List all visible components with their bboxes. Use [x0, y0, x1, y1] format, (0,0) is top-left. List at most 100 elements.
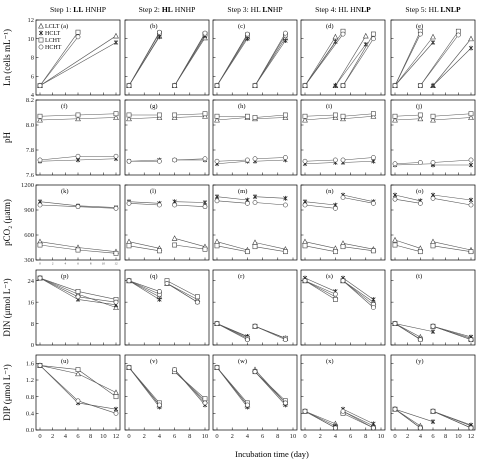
square-point [37, 113, 43, 119]
x-tick-label: 0 [393, 433, 396, 440]
series-line [394, 118, 421, 121]
panel-h: (h) [212, 99, 298, 176]
circle-point [157, 158, 162, 164]
panel-w: 0 2 4 6 8 10 (w) [212, 354, 298, 440]
square-point [468, 111, 474, 117]
star-point [371, 421, 376, 427]
series-line [174, 32, 206, 86]
series-star [214, 321, 250, 339]
series-circle [172, 156, 208, 163]
circle-point [126, 365, 132, 370]
series-circle [302, 408, 338, 431]
x-tick-label: 8 [89, 433, 92, 440]
circle-point [283, 155, 288, 160]
square-point [202, 246, 208, 252]
square-point [75, 289, 81, 294]
row-label-1: Ln (cells mL⁻¹) [2, 29, 12, 86]
square-point [195, 294, 200, 300]
panel-letter: (d) [326, 23, 334, 30]
series-line [216, 117, 248, 121]
series-line [304, 36, 336, 86]
circle-point [392, 406, 398, 412]
circle-point [214, 158, 220, 164]
panel-frame [300, 354, 386, 431]
series-line [342, 38, 374, 86]
series-circle [340, 408, 376, 431]
series-line [432, 159, 472, 163]
series-line [39, 42, 117, 86]
circle-point [195, 299, 200, 305]
triangle-point [126, 238, 132, 245]
panel-u: 0.0 0.4 0.8 1.2 1.6 0 2 4 6 8 10 12 (u) [26, 354, 121, 440]
square-point [283, 112, 288, 118]
star-point [202, 200, 208, 205]
series-line [304, 117, 336, 121]
circle-point [302, 158, 308, 164]
series-line [432, 325, 472, 338]
circle-point [417, 83, 423, 89]
panel-frame [212, 99, 298, 176]
circle-point [468, 202, 474, 208]
triangle-point [362, 32, 369, 39]
series-line [39, 35, 117, 86]
y-tick-label: 0.0 [26, 427, 34, 434]
triangle-point [417, 115, 424, 122]
series-line [394, 198, 421, 204]
series-circle [37, 275, 119, 305]
circle-point [430, 323, 436, 329]
square-point [113, 111, 119, 117]
series-line [216, 38, 248, 86]
y-tick-label: 4 [31, 92, 35, 99]
x-tick-label-small: 0 [39, 262, 41, 266]
square-point [417, 112, 423, 118]
series-line [128, 117, 160, 120]
square-point [75, 367, 81, 372]
series-line [216, 159, 248, 162]
panel-frame [390, 354, 476, 431]
circle-point [157, 29, 162, 35]
y-tick-label: 8 [31, 321, 34, 328]
circle-point [75, 153, 81, 159]
circle-point [392, 196, 398, 202]
series-line [394, 42, 434, 86]
series-triangle [214, 33, 251, 88]
circle-point [202, 30, 208, 36]
series-circle [164, 281, 200, 305]
series-circle [172, 30, 208, 89]
series-line [216, 160, 248, 165]
series-line [39, 36, 79, 86]
y-tick-label: 10 [28, 36, 35, 43]
x-tick-label: 10 [202, 433, 209, 440]
panel-letter: (u) [61, 358, 69, 365]
circle-point [302, 83, 308, 89]
row-label-5: DIP (μmol L⁻¹) [2, 364, 12, 420]
series-circle [430, 195, 474, 208]
x-axis-title: Incubation time (day) [235, 449, 309, 459]
square-point [245, 113, 250, 119]
series-line [342, 33, 374, 86]
x-tick-label: 2 [319, 433, 322, 440]
square-point [37, 242, 43, 248]
x-tick-label: 2 [51, 433, 54, 440]
series-line [254, 242, 286, 250]
series-line [304, 410, 336, 427]
series-square [172, 111, 208, 118]
square-point [202, 396, 208, 402]
circle-point [75, 398, 81, 404]
series-line [420, 31, 459, 86]
square-point [417, 249, 423, 255]
series-square [172, 369, 208, 402]
square-point [333, 297, 338, 302]
circle-point [75, 204, 81, 210]
square-point [371, 248, 376, 254]
column-titles: Step 1: LL HNHP Step 2: HL HNHP Step 3: HL… [50, 5, 461, 14]
series-line [216, 323, 248, 340]
triangle-point [171, 235, 178, 241]
series-line [342, 157, 374, 161]
circle-point [371, 425, 376, 431]
series-line [394, 408, 434, 422]
series-line [342, 280, 374, 303]
circle-point [430, 408, 436, 414]
x-tick-label-small: 8 [90, 262, 92, 266]
series-triangle [392, 236, 424, 251]
